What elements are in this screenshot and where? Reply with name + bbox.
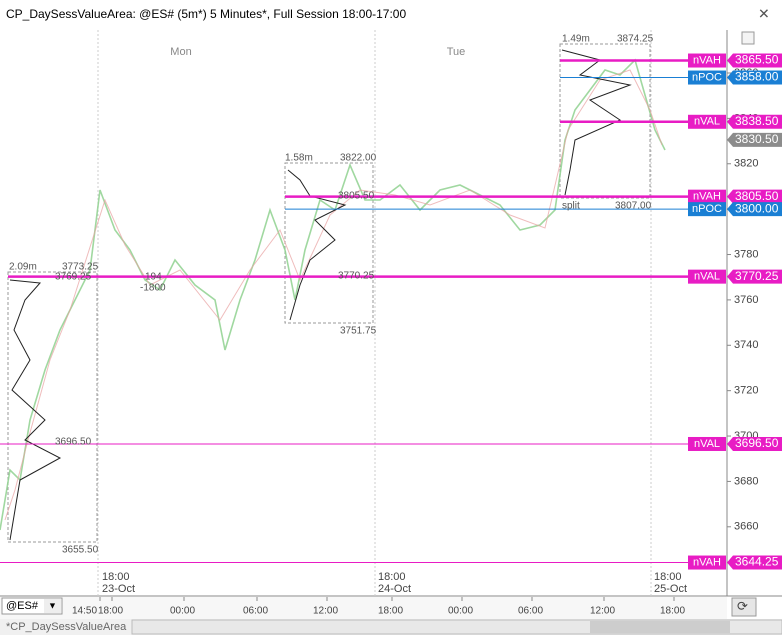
level-price: 3696.50 — [735, 436, 779, 450]
level-name-box — [688, 70, 726, 85]
window-title: CP_DaySessValueArea: @ES# (5m*) 5 Minute… — [6, 7, 406, 21]
level-name-box — [688, 53, 726, 68]
session-date: 25-Oct — [654, 583, 687, 595]
price-tick-label: 3680 — [734, 475, 758, 487]
refresh-button[interactable] — [731, 597, 757, 617]
profile-label: 2.09m — [9, 262, 37, 273]
level-price-box — [727, 132, 782, 147]
profile-label: 3655.50 — [62, 545, 99, 556]
profile-label: 194 — [145, 272, 162, 283]
level-price-box — [727, 189, 782, 204]
refresh-glyph: ⟳ — [737, 598, 748, 613]
price-tick-label: 3760 — [734, 294, 758, 306]
level-name: nVAH — [693, 556, 721, 568]
level-price-box — [727, 555, 782, 570]
level-price: 3838.50 — [735, 114, 779, 128]
day-label: Tue — [447, 46, 466, 58]
price-tick-label: 3660 — [734, 521, 758, 533]
level-price: 3858.00 — [735, 70, 779, 84]
close-button[interactable]: ✕ — [758, 6, 770, 22]
time-label: 14:50 — [72, 606, 97, 617]
level-name-box — [688, 269, 726, 284]
time-label: 18:00 — [98, 606, 123, 617]
level-price: 3805.50 — [735, 189, 779, 203]
day-label: Mon — [170, 46, 191, 58]
time-axis-bg — [0, 597, 727, 619]
level-price-box — [727, 436, 782, 451]
time-label: 06:00 — [518, 606, 543, 617]
level-name: nVAH — [693, 54, 721, 66]
time-label: 12:00 — [313, 606, 338, 617]
time-label: 18:00 — [660, 606, 685, 617]
time-label: 12:00 — [590, 606, 615, 617]
price-tick-label: 3740 — [734, 339, 758, 351]
level-price-box — [727, 53, 782, 68]
time-label: 00:00 — [170, 606, 195, 617]
profile-label: -1800 — [140, 283, 166, 294]
level-price: 3644.25 — [735, 555, 779, 569]
level-price-box — [727, 202, 782, 217]
profile-label: split — [562, 201, 580, 212]
level-price: 3830.50 — [735, 132, 779, 146]
session-time: 18:00 — [654, 571, 682, 583]
tab[interactable]: *CP_DaySessValueArea — [6, 621, 127, 633]
profile-label: 3805.50 — [338, 191, 375, 202]
level-name-box — [688, 436, 726, 451]
level-name-box — [688, 189, 726, 204]
level-price-box — [727, 114, 782, 129]
symbol: @ES# — [6, 600, 39, 612]
profile-label: 3807.00 — [615, 201, 652, 212]
level-name-box — [688, 555, 726, 570]
dropdown-arrow-glyph: ▼ — [48, 600, 57, 610]
profile-label: 3773.25 — [62, 262, 99, 273]
time-label: 00:00 — [448, 606, 473, 617]
profile-label: 3874.25 — [617, 34, 654, 45]
level-name: nVAL — [694, 438, 720, 450]
level-name: nVAL — [694, 271, 720, 283]
level-price-box — [727, 269, 782, 284]
level-price: 3865.50 — [735, 53, 779, 67]
level-price: 3770.25 — [735, 269, 779, 283]
profile-label: 1.58m — [285, 153, 313, 164]
price-tick-label: 3820 — [734, 158, 758, 170]
level-name: nVAL — [694, 116, 720, 128]
level-price: 3800.00 — [735, 201, 779, 215]
level-name: nPOC — [692, 71, 722, 83]
time-label: 18:00 — [378, 606, 403, 617]
session-time: 18:00 — [102, 571, 130, 583]
dropdown-arrow[interactable] — [44, 599, 61, 613]
level-name: nVAH — [693, 191, 721, 203]
price-tick-label: 3720 — [734, 385, 758, 397]
session-date: 24-Oct — [378, 583, 411, 595]
level-name-box — [688, 202, 726, 217]
time-label: 06:00 — [243, 606, 268, 617]
price-tick-label: 3780 — [734, 248, 758, 260]
profile-label: 3751.75 — [340, 326, 377, 337]
scroll-thumb[interactable] — [590, 621, 730, 633]
price-bars-down — [4, 69, 663, 521]
session-time: 18:00 — [378, 571, 406, 583]
profile-label: 3822.00 — [340, 153, 377, 164]
session-date: 23-Oct — [102, 583, 135, 595]
level-name: nPOC — [692, 203, 722, 215]
profile-label: 3770.25 — [338, 271, 375, 282]
profile-label: 3769.25 — [55, 272, 92, 283]
scroll-up[interactable] — [741, 31, 755, 45]
profile-label: 3696.50 — [55, 437, 92, 448]
level-price-box — [727, 70, 782, 85]
profile-label: 1.49m — [562, 34, 590, 45]
level-name-box — [688, 114, 726, 129]
